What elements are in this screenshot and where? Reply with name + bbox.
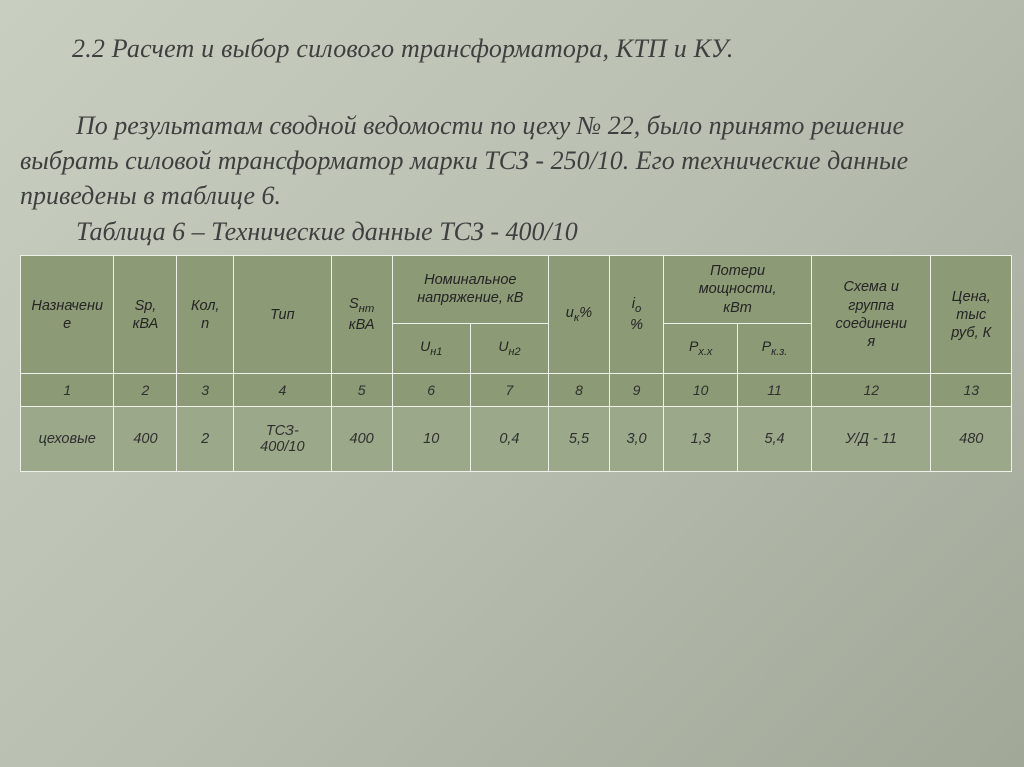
datacell-3: 2 — [177, 407, 234, 472]
col-io: iо% — [609, 256, 663, 374]
datacell-9: 3,0 — [609, 407, 663, 472]
datacell-7: 0,4 — [470, 407, 548, 472]
datacell-5: 400 — [331, 407, 392, 472]
col-group-потери: Потеримощности,кВт — [664, 256, 812, 323]
col-uн2: Uн2 — [470, 323, 548, 373]
col-цена: Цена,тысруб, К — [931, 256, 1012, 374]
col-uk: ик% — [549, 256, 610, 374]
datacell-12: У/Д - 11 — [811, 407, 931, 472]
datacell-1: цеховые — [21, 407, 114, 472]
datacell-10: 1,3 — [664, 407, 738, 472]
col-pкз: Pк.з. — [738, 323, 812, 373]
col-sp: Sр,кВА — [114, 256, 177, 374]
col-тип: Тип — [233, 256, 331, 374]
table-caption: Таблица 6 – Технические данные ТСЗ - 400… — [76, 217, 1004, 247]
col-group-напряжение: Номинальноенапряжение, кВ — [392, 256, 548, 323]
table-number-row: 12345678910111213 — [21, 374, 1012, 407]
col-sнт: SнткВА — [331, 256, 392, 374]
intro-paragraph: По результатам сводной ведомости по цеху… — [20, 108, 994, 213]
datacell-4: ТСЗ-400/10 — [233, 407, 331, 472]
datacell-8: 5,5 — [549, 407, 610, 472]
numcell-12: 12 — [811, 374, 931, 407]
numcell-7: 7 — [470, 374, 548, 407]
col-назначение: Назначение — [21, 256, 114, 374]
numcell-11: 11 — [738, 374, 812, 407]
numcell-2: 2 — [114, 374, 177, 407]
numcell-8: 8 — [549, 374, 610, 407]
numcell-6: 6 — [392, 374, 470, 407]
numcell-9: 9 — [609, 374, 663, 407]
numcell-1: 1 — [21, 374, 114, 407]
datacell-2: 400 — [114, 407, 177, 472]
numcell-4: 4 — [233, 374, 331, 407]
section-heading: 2.2 Расчет и выбор силового трансформато… — [72, 34, 1004, 64]
numcell-13: 13 — [931, 374, 1012, 407]
datacell-13: 480 — [931, 407, 1012, 472]
col-pхх: Pх.х — [664, 323, 738, 373]
numcell-10: 10 — [664, 374, 738, 407]
col-схема: Схема игруппасоединения — [811, 256, 931, 374]
col-uн1: Uн1 — [392, 323, 470, 373]
numcell-5: 5 — [331, 374, 392, 407]
numcell-3: 3 — [177, 374, 234, 407]
datacell-11: 5,4 — [738, 407, 812, 472]
col-кол: Кол,n — [177, 256, 234, 374]
datacell-6: 10 — [392, 407, 470, 472]
table-header-row-1: Назначение Sр,кВА Кол,n Тип SнткВА Номин… — [21, 256, 1012, 323]
transformer-data-table: Назначение Sр,кВА Кол,n Тип SнткВА Номин… — [20, 255, 1012, 472]
table-data-row: цеховые4002ТСЗ-400/10400100,45,53,01,35,… — [21, 407, 1012, 472]
